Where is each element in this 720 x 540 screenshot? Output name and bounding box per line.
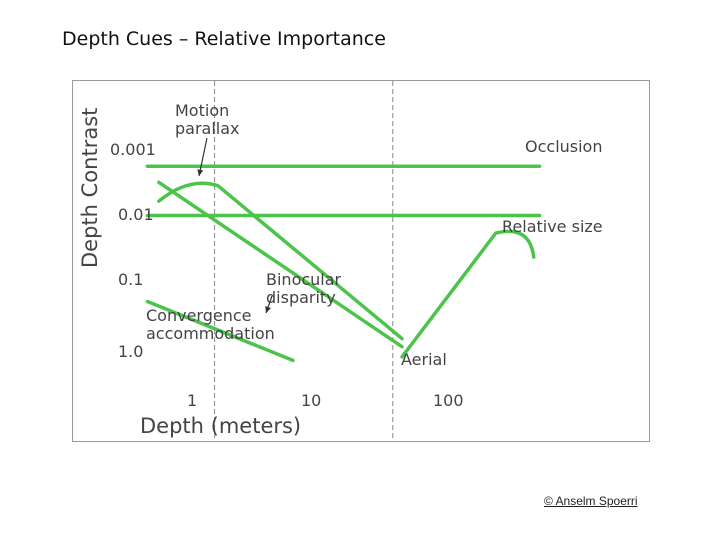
x-tick-label: 100 xyxy=(433,391,464,410)
plot-frame xyxy=(72,80,650,442)
credit-link[interactable]: © Anselm Spoerri xyxy=(544,494,638,508)
motion-parallax-label: Motion parallax xyxy=(175,101,240,138)
y-tick-label: 0.001 xyxy=(110,140,156,159)
y-tick-label: 0.1 xyxy=(118,270,144,289)
relative-size-label: Relative size xyxy=(502,217,603,236)
x-tick-label: 10 xyxy=(301,391,322,410)
occlusion-label: Occlusion xyxy=(525,137,603,156)
y-axis-label: Depth Contrast xyxy=(78,107,102,268)
y-tick-label: 0.01 xyxy=(118,205,154,224)
convergence-accommodation-label: Convergence accommodation xyxy=(146,306,275,343)
y-tick-label: 1.0 xyxy=(118,342,144,361)
slide-title: Depth Cues – Relative Importance xyxy=(62,28,386,50)
series-line-convergence-accommodation xyxy=(145,299,295,363)
x-tick-label: 1 xyxy=(187,391,198,410)
motion-parallax-arrow xyxy=(197,137,208,177)
aerial-label: Aerial xyxy=(401,350,447,369)
series-line-binocular-disparity xyxy=(157,180,404,349)
series-line-motion-parallax xyxy=(157,181,404,341)
x-axis-label: Depth (meters) xyxy=(140,414,302,438)
series-line-aerial xyxy=(400,229,536,359)
binocular-arrow xyxy=(265,295,273,314)
binocular-disparity-label: Binocular disparity xyxy=(266,270,342,307)
